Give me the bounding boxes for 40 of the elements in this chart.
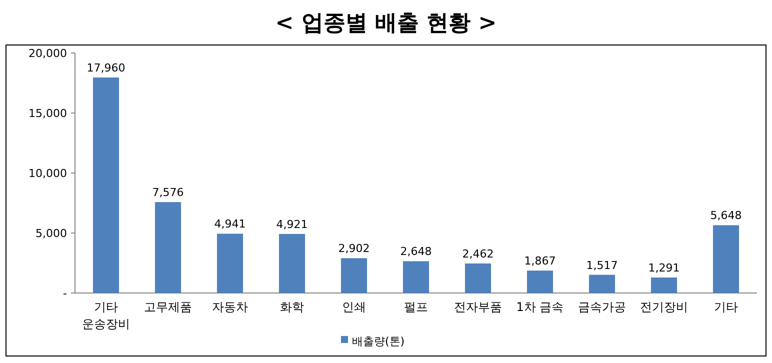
x-tick-label: 고무제품 <box>144 300 192 314</box>
text: 4,921 <box>276 218 308 231</box>
text: 5,648 <box>710 209 742 222</box>
bar <box>464 263 492 293</box>
text: 4,941 <box>214 218 246 231</box>
text: 7,576 <box>152 186 184 200</box>
bar <box>712 225 740 293</box>
x-tick-label: 펄프 <box>404 300 428 314</box>
y-tick-label: 5,000 <box>36 226 67 240</box>
x-tick-label: 전기장비 <box>640 300 688 314</box>
x-tick-label: 전자부품 <box>454 300 502 314</box>
text: 1,291 <box>648 262 680 275</box>
x-tick-label: 인쇄 <box>342 300 366 314</box>
bar <box>402 261 430 293</box>
legend-label: 배출량(톤) <box>352 334 405 348</box>
x-tick-label: 화학 <box>280 300 304 314</box>
x-tick-label: 기타 <box>714 300 738 314</box>
bar <box>340 258 368 293</box>
x-tick-label: 금속가공 <box>578 300 626 314</box>
text: 2,902 <box>338 242 370 256</box>
x-tick-label: 자동차 <box>212 300 248 314</box>
text: 17,960 <box>86 61 126 74</box>
chart-title: < 업종별 배출 현황 > <box>275 10 497 36</box>
y-tick-label: 20,000 <box>28 46 67 60</box>
y-tick-label: 15,000 <box>28 106 67 120</box>
bar <box>278 234 306 293</box>
text: 1,867 <box>524 254 556 268</box>
text: 1,517 <box>586 258 618 272</box>
bar <box>526 270 554 293</box>
y-tick-label: 10,000 <box>28 166 67 180</box>
y-tick-label: - <box>63 286 68 300</box>
bar <box>92 77 120 293</box>
bar <box>154 202 182 293</box>
bar <box>588 274 616 293</box>
x-tick-label: 1차 금속 <box>516 300 564 314</box>
bar <box>216 234 244 293</box>
text: 2,462 <box>462 247 494 260</box>
text: 2,648 <box>400 245 432 258</box>
bar <box>650 278 678 293</box>
x-tick-label: 기타 운송장비 <box>82 300 130 331</box>
